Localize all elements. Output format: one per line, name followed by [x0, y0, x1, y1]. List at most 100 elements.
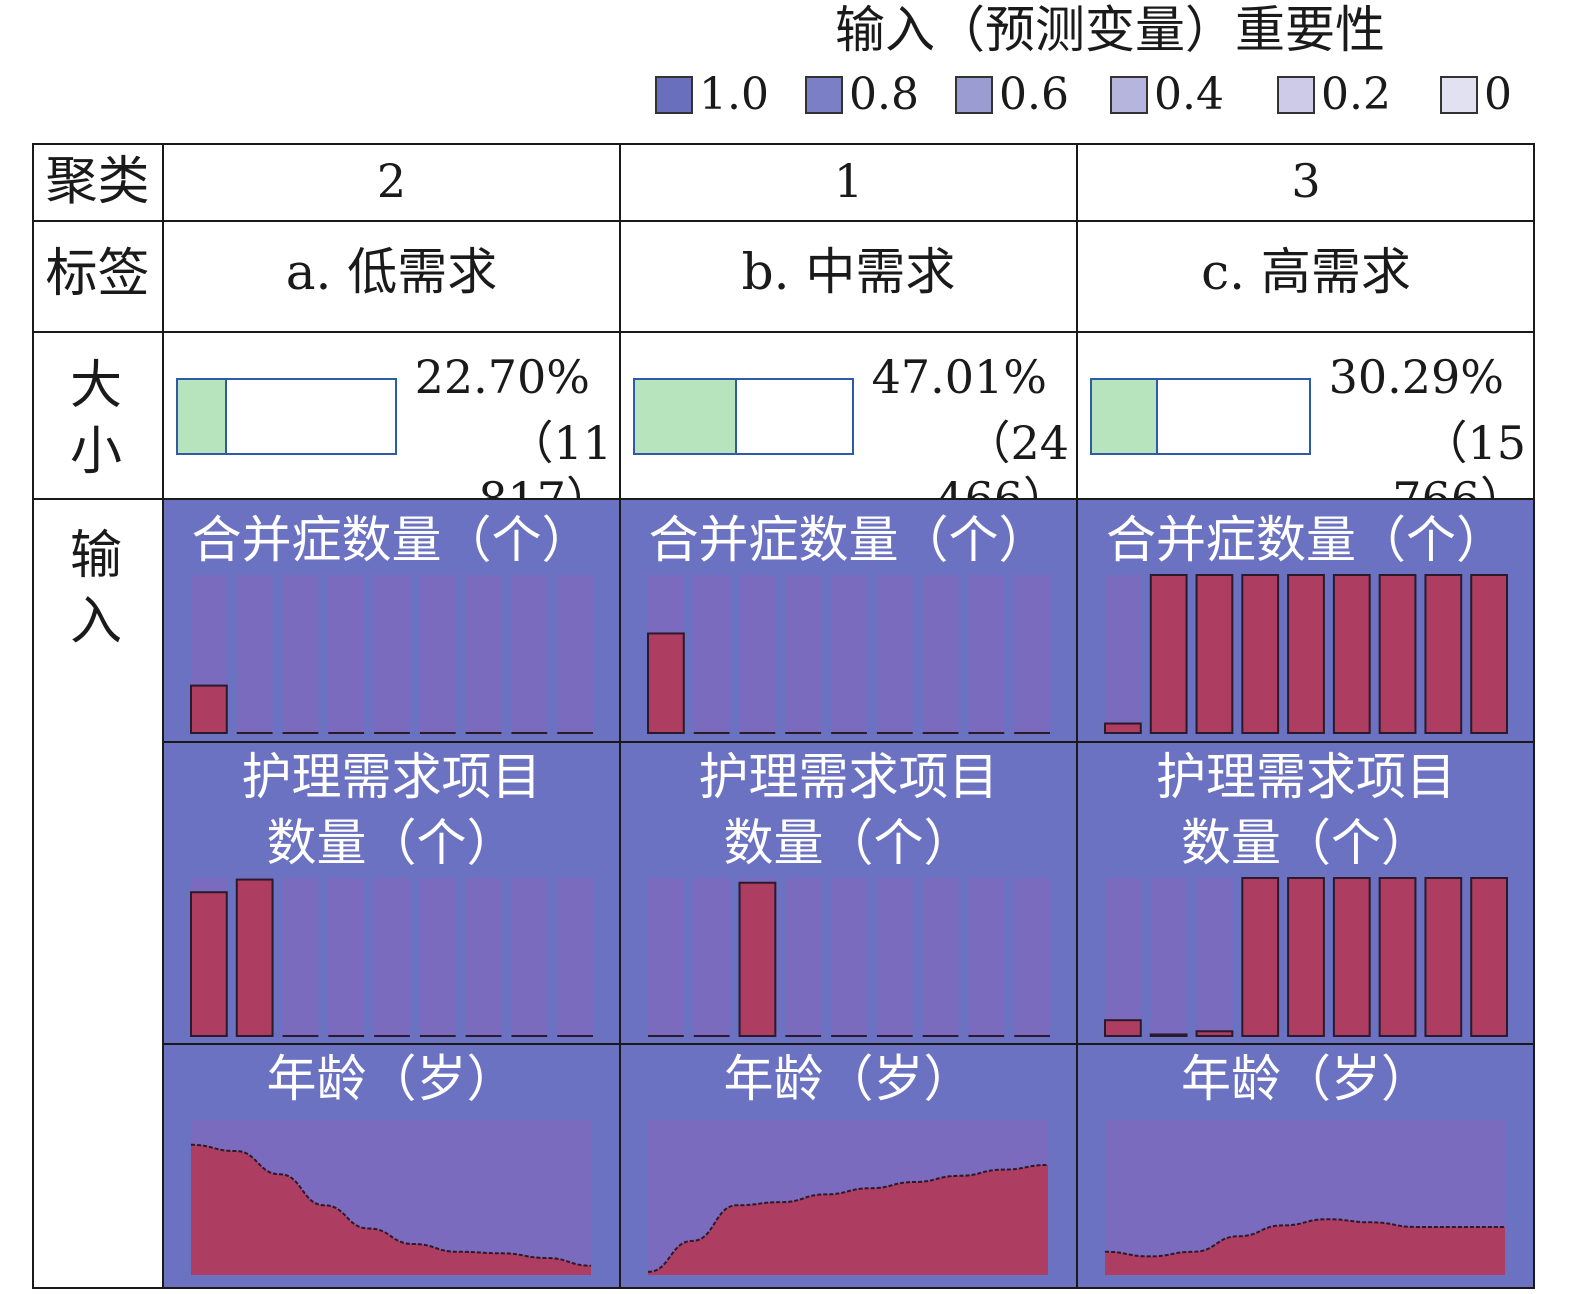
- bar-background: [1105, 878, 1141, 1036]
- legend-swatch: [1440, 76, 1478, 114]
- panel-comorbidity: 合并症数量（个）: [620, 500, 1077, 741]
- legend-title: 输入（预测变量）重要性: [835, 1, 1385, 59]
- grid-line: [163, 1043, 1535, 1045]
- size-bar: [633, 378, 854, 455]
- bar: [1470, 574, 1509, 734]
- panel-title: 年龄（岁）: [1181, 1050, 1431, 1108]
- legend-label: 1.0: [699, 69, 769, 120]
- bar: [190, 891, 228, 1037]
- bar: [1149, 1033, 1188, 1037]
- age-chart: [190, 1120, 592, 1275]
- bar-background: [328, 575, 365, 733]
- bar: [1287, 877, 1325, 1037]
- legend-item: 0.4: [1110, 70, 1224, 120]
- legend-item: 0.6: [955, 70, 1069, 120]
- bar-background: [282, 575, 319, 733]
- bar-background: [511, 575, 548, 733]
- area-fill: [1105, 1219, 1505, 1275]
- panel-title: 年龄（岁）: [723, 1050, 974, 1108]
- grid-line: [619, 143, 621, 1289]
- cluster-id: 3: [1291, 154, 1321, 208]
- bar-background: [1014, 575, 1050, 733]
- bar: [190, 684, 228, 734]
- panel-age: 年龄（岁）: [620, 1045, 1077, 1289]
- comorbidity-chart: [190, 575, 593, 734]
- bar-background: [419, 878, 456, 1036]
- bar-background: [282, 878, 319, 1036]
- bar-background: [465, 575, 502, 733]
- bar-background: [511, 878, 548, 1036]
- row-header-label: 标签: [45, 244, 150, 304]
- bar-background: [557, 878, 593, 1036]
- bar: [1470, 877, 1509, 1037]
- panel-title: 合并症数量（个）: [191, 511, 592, 569]
- legend-swatch: [805, 76, 843, 114]
- area-line: [190, 1143, 592, 1267]
- size-percent: 22.70%: [414, 350, 590, 404]
- grid-line: [162, 143, 164, 1289]
- bar: [738, 881, 777, 1037]
- panel-nursing: 护理需求项目 数量（个）: [620, 743, 1077, 1043]
- panel-title-line2: 数量（个）: [723, 814, 974, 872]
- bar-background: [465, 878, 502, 1036]
- bar-background: [328, 878, 365, 1036]
- panel-title-line1: 护理需求项目: [698, 748, 999, 806]
- legend-label: 0.2: [1321, 69, 1391, 120]
- nursing-chart: [190, 878, 593, 1037]
- cluster-id: 2: [376, 154, 407, 208]
- legend-swatch: [955, 76, 993, 114]
- bar-background: [648, 878, 684, 1036]
- bar: [1241, 877, 1280, 1037]
- bar-background: [1196, 878, 1233, 1036]
- cluster-table: 聚类 标签 大小 输入 2 1 3 a. 低需求 b. 中需求 c. 高需求 2…: [32, 143, 1535, 1289]
- cluster-label: a. 低需求: [285, 243, 498, 301]
- panel-comorbidity: 合并症数量（个）: [1077, 500, 1535, 741]
- legend-label: 0: [1484, 69, 1512, 120]
- bar: [1332, 877, 1371, 1037]
- bar-background: [785, 878, 822, 1036]
- panel-comorbidity: 合并症数量（个）: [163, 500, 620, 741]
- legend-item: 0.8: [805, 70, 919, 120]
- panel-title-line1: 护理需求项目: [1156, 748, 1456, 806]
- panel-title-line1: 护理需求项目: [241, 748, 542, 806]
- bar: [1241, 574, 1280, 734]
- bar: [1149, 574, 1188, 734]
- bar-background: [968, 575, 1005, 733]
- grid-line: [32, 143, 34, 1289]
- bar: [1424, 877, 1463, 1037]
- row-header-input: 输入: [69, 526, 122, 652]
- legend-swatch: [1110, 76, 1148, 114]
- grid-line: [32, 331, 1535, 333]
- grid-line: [1533, 143, 1535, 1289]
- bar: [1332, 574, 1371, 734]
- bar: [1424, 574, 1463, 734]
- bar-background: [831, 878, 867, 1036]
- grid-line: [32, 1287, 1535, 1289]
- age-chart: [1104, 1120, 1505, 1275]
- area-line: [1104, 1218, 1505, 1258]
- grid-line: [32, 143, 1535, 145]
- bar-background: [1014, 878, 1050, 1036]
- bar-background: [419, 575, 456, 733]
- bar: [647, 632, 685, 734]
- bar-background: [374, 878, 410, 1036]
- cluster-id: 1: [833, 154, 864, 208]
- cluster-label: c. 高需求: [1201, 243, 1411, 301]
- bar-background: [922, 878, 959, 1036]
- bar: [1104, 1019, 1142, 1037]
- size-bar-fill: [1092, 380, 1158, 453]
- bar-background: [693, 575, 730, 733]
- bar-background: [968, 878, 1005, 1036]
- panel-title-line2: 数量（个）: [266, 814, 517, 872]
- panel-title: 合并症数量（个）: [648, 511, 1049, 569]
- panel-title-line2: 数量（个）: [1181, 814, 1431, 872]
- row-header-size: 大小: [69, 356, 122, 482]
- bar-background: [557, 575, 593, 733]
- legend-label: 0.4: [1154, 69, 1224, 120]
- nursing-chart: [1104, 877, 1509, 1037]
- area-fill: [648, 1164, 1048, 1275]
- comorbidity-chart: [647, 575, 1050, 734]
- size-percent: 47.01%: [871, 350, 1047, 404]
- legend-item: 0: [1440, 70, 1512, 120]
- bar-background: [693, 878, 730, 1036]
